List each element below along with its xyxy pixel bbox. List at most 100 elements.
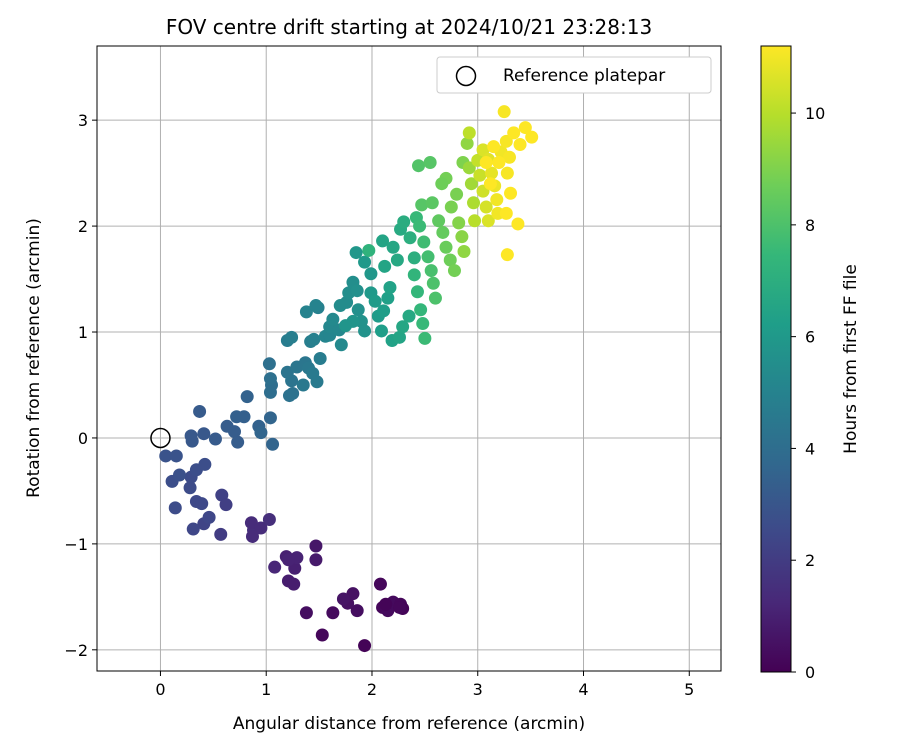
scatter-point: [392, 600, 406, 614]
scatter-point: [379, 597, 393, 611]
scatter-point: [262, 357, 276, 371]
scatter-point: [397, 215, 411, 229]
scatter-point: [504, 186, 518, 200]
scatter-point: [299, 606, 313, 620]
scatter-points: [150, 105, 539, 653]
scatter-point: [457, 245, 471, 259]
scatter-point: [416, 317, 430, 331]
scatter-point: [286, 386, 300, 400]
scatter-point: [492, 156, 506, 170]
scatter-point: [377, 304, 391, 318]
colorbar: 0 2 4 6 8 10 Hours from first FF file: [760, 45, 861, 682]
scatter-point: [168, 501, 182, 515]
y-tick-label: 1: [78, 323, 88, 342]
scatter-point: [310, 375, 324, 389]
y-tick-label: −2: [64, 641, 88, 660]
scatter-point: [362, 243, 376, 257]
y-tick-label: −1: [64, 535, 88, 554]
scatter-point: [364, 267, 378, 281]
x-axis-label: Angular distance from reference (arcmin): [233, 714, 585, 734]
scatter-point: [237, 410, 251, 424]
scatter-point: [198, 457, 212, 471]
scatter-point: [462, 126, 476, 140]
scatter-point: [309, 299, 323, 313]
scatter-point: [487, 140, 501, 154]
scatter-point: [346, 587, 360, 601]
scatter-point: [447, 264, 461, 278]
scatter-point: [350, 604, 364, 618]
x-tick-label: 3: [473, 680, 483, 699]
scatter-point: [390, 253, 404, 267]
scatter-point: [428, 291, 442, 305]
scatter-point: [172, 468, 186, 482]
scatter-point: [285, 330, 299, 344]
scatter-point: [349, 246, 363, 260]
scatter-point: [378, 259, 392, 273]
scatter-point: [254, 426, 268, 440]
grid-lines: [97, 46, 721, 671]
x-tick-label: 4: [578, 680, 588, 699]
scatter-point: [511, 217, 525, 231]
scatter-point: [414, 303, 428, 317]
scatter-point: [468, 214, 482, 228]
scatter-point: [309, 553, 323, 567]
scatter-point: [407, 268, 421, 282]
scatter-point: [358, 324, 372, 338]
scatter-point: [402, 309, 416, 323]
scatter-point: [197, 427, 211, 441]
scatter-point: [280, 365, 294, 379]
scatter-point: [254, 521, 268, 535]
y-tick-label: 2: [78, 217, 88, 236]
scatter-point: [421, 250, 435, 264]
scatter-point: [193, 404, 207, 418]
scatter-point: [484, 166, 498, 180]
scatter-point: [296, 378, 310, 392]
scatter-point: [396, 320, 410, 334]
scatter-point: [513, 138, 527, 152]
scatter-point: [386, 240, 400, 254]
scatter-point: [307, 332, 321, 346]
reference-platepar-marker: [150, 427, 171, 449]
scatter-point: [159, 449, 173, 463]
scatter-point: [412, 159, 426, 173]
scatter-point: [462, 161, 476, 175]
scatter-point: [410, 285, 424, 299]
x-tick-label: 0: [155, 680, 165, 699]
scatter-point: [432, 214, 446, 228]
scatter-point: [339, 319, 353, 333]
colorbar-gradient: [760, 45, 792, 673]
scatter-point: [443, 253, 457, 267]
scatter-point: [500, 166, 514, 180]
legend-box: [436, 56, 712, 94]
legend-reference-marker: [455, 65, 477, 87]
scatter-point: [497, 105, 511, 119]
colorbar-tick-label: 10: [805, 104, 825, 123]
colorbar-tick-label: 0: [805, 663, 815, 682]
scatter-point: [358, 639, 372, 653]
scatter-point: [473, 168, 487, 182]
scatter-point: [299, 305, 313, 319]
scatter-point: [479, 200, 493, 214]
scatter-point: [425, 196, 439, 210]
scatter-point: [481, 214, 495, 228]
scatter-point: [268, 560, 282, 574]
chart-title: FOV centre drift starting at 2024/10/21 …: [166, 15, 652, 39]
scatter-point: [500, 248, 514, 262]
scatter-point: [263, 411, 277, 425]
legend-reference-label: Reference platepar: [503, 66, 665, 86]
colorbar-tick-label: 6: [805, 328, 815, 347]
scatter-point: [281, 553, 295, 567]
scatter-point: [423, 156, 437, 170]
scatter-point: [263, 372, 277, 386]
scatter-point: [315, 628, 329, 642]
scatter-point: [424, 264, 438, 278]
y-axis-label: Rotation from reference (arcmin): [24, 218, 44, 498]
scatter-point: [313, 352, 327, 365]
scatter-point: [169, 449, 183, 463]
scatter-point: [464, 177, 478, 191]
scatter-point: [476, 143, 490, 157]
legend: Reference platepar: [436, 56, 712, 94]
scatter-point: [309, 539, 323, 553]
scatter-point: [350, 284, 364, 298]
